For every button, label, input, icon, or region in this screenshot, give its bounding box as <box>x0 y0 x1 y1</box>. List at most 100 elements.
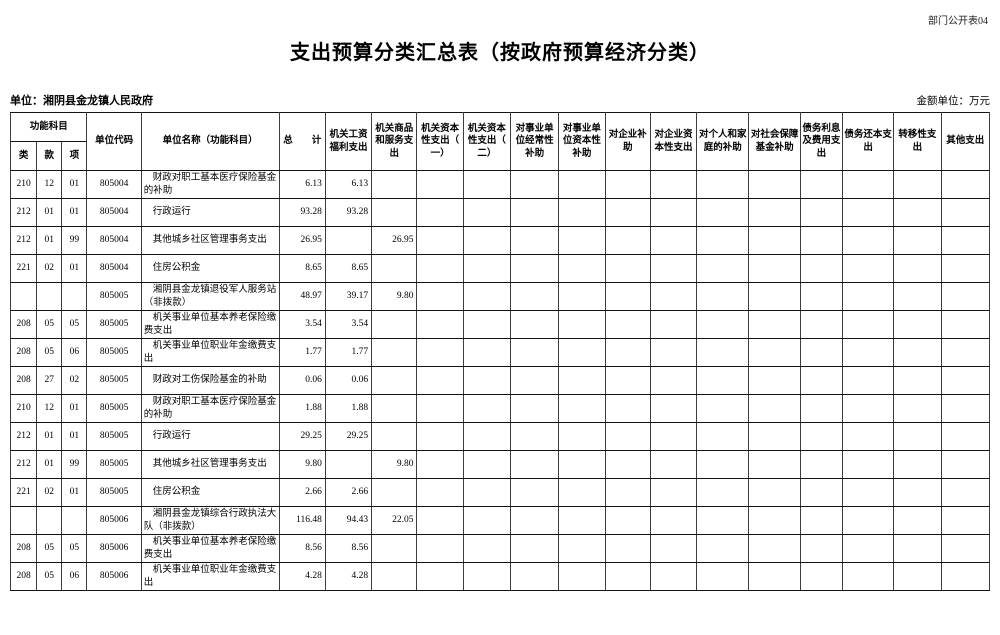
cell-value <box>696 310 750 339</box>
header-value-col: 其他支出 <box>940 112 991 171</box>
cell-value <box>748 450 801 479</box>
cell-value <box>416 534 464 563</box>
cell-class: 221 <box>9 478 38 507</box>
header-value-col: 转移性支出 <box>893 112 942 171</box>
cell-unit-code: 805005 <box>86 422 142 451</box>
cell-value <box>799 282 843 311</box>
cell-value <box>799 562 843 591</box>
table-row: 208 05 06 805005 机关事业单位职业年金缴费支出 1.77 1.77 <box>9 338 991 367</box>
table-row: 210 12 01 805005 财政对职工基本医疗保险基金的补助 1.88 1.88 <box>9 394 991 423</box>
cell-value <box>558 562 606 591</box>
cell-value <box>371 310 418 339</box>
cell-value <box>649 534 698 563</box>
cell-section <box>36 506 63 535</box>
cell-value <box>604 338 651 367</box>
cell-item: 06 <box>61 338 88 367</box>
cell-unit-name: 财政对职工基本医疗保险基金的补助 <box>140 170 280 199</box>
cell-section: 01 <box>36 226 63 255</box>
cell-value <box>799 338 843 367</box>
cell-value <box>558 366 606 395</box>
cell-value: 1.77 <box>324 338 373 367</box>
cell-value <box>604 198 651 227</box>
cell-value <box>940 282 991 311</box>
doc-label: 部门公开表04 <box>928 16 988 27</box>
cell-unit-name: 机关事业单位职业年金缴费支出 <box>140 338 280 367</box>
cell-value <box>416 198 464 227</box>
cell-value <box>696 562 750 591</box>
table-header: 功能科目 单位代码 单位名称（功能科目） 总 计机关工资福利支出 机关商品和服务支… <box>9 112 991 171</box>
cell-value <box>462 198 512 227</box>
cell-value <box>748 310 801 339</box>
cell-section: 02 <box>36 478 63 507</box>
header-value-col: 债务还本支出 <box>841 112 895 171</box>
cell-value <box>509 282 560 311</box>
cell-value <box>324 226 373 255</box>
cell-unit-name: 其他城乡社区管理事务支出 <box>140 450 280 479</box>
cell-value <box>841 366 895 395</box>
cell-value <box>940 506 991 535</box>
cell-item: 01 <box>61 478 88 507</box>
cell-value <box>893 338 942 367</box>
cell-value <box>462 170 512 199</box>
cell-value: 9.80 <box>371 282 418 311</box>
cell-section: 01 <box>36 198 63 227</box>
cell-value <box>462 226 512 255</box>
cell-value <box>649 310 698 339</box>
cell-value <box>940 170 991 199</box>
cell-value: 8.65 <box>278 254 326 283</box>
cell-value <box>893 254 942 283</box>
cell-value <box>604 226 651 255</box>
cell-value <box>748 338 801 367</box>
cell-section: 05 <box>36 562 63 591</box>
cell-value: 8.65 <box>324 254 373 283</box>
cell-value <box>416 226 464 255</box>
cell-item: 01 <box>61 254 88 283</box>
cell-value <box>649 562 698 591</box>
cell-value <box>558 170 606 199</box>
cell-item: 01 <box>61 422 88 451</box>
cell-unit-code: 805005 <box>86 394 142 423</box>
cell-value <box>696 226 750 255</box>
cell-value <box>649 450 698 479</box>
cell-class: 212 <box>9 226 38 255</box>
cell-value <box>558 310 606 339</box>
cell-value <box>604 282 651 311</box>
cell-value <box>371 534 418 563</box>
cell-value <box>558 254 606 283</box>
cell-value <box>462 282 512 311</box>
cell-value <box>649 478 698 507</box>
unit-label: 单位：湘阴县金龙镇人民政府 <box>10 95 153 107</box>
page-title: 支出预算分类汇总表（按政府预算经济分类） <box>290 42 710 64</box>
cell-value <box>841 338 895 367</box>
cell-value <box>324 450 373 479</box>
cell-value <box>696 366 750 395</box>
cell-unit-code: 805005 <box>86 478 142 507</box>
cell-unit-name: 湘阴县金龙镇退役军人服务站（非拨款） <box>140 282 280 311</box>
cell-value <box>558 282 606 311</box>
cell-value <box>893 198 942 227</box>
header-unit-code: 单位代码 <box>86 112 142 171</box>
table-body: 210 12 01 805004 财政对职工基本医疗保险基金的补助 6.13 6.13 212… <box>9 170 991 591</box>
cell-unit-code: 805006 <box>86 534 142 563</box>
cell-class: 210 <box>9 170 38 199</box>
cell-value: 29.25 <box>324 422 373 451</box>
cell-value <box>462 478 512 507</box>
cell-value <box>940 366 991 395</box>
cell-value <box>604 562 651 591</box>
cell-value <box>841 394 895 423</box>
cell-value <box>940 450 991 479</box>
cell-class: 208 <box>9 338 38 367</box>
cell-value <box>604 394 651 423</box>
cell-value <box>462 366 512 395</box>
header-value-col: 总 计 <box>278 112 326 171</box>
cell-value <box>558 506 606 535</box>
cell-value <box>748 198 801 227</box>
cell-value <box>696 282 750 311</box>
header-class: 类 <box>9 141 38 171</box>
cell-value <box>841 282 895 311</box>
cell-value <box>799 422 843 451</box>
cell-section <box>36 282 63 311</box>
cell-value <box>841 170 895 199</box>
cell-value <box>893 394 942 423</box>
table-row: 212 01 99 805005 其他城乡社区管理事务支出 9.80 9.80 <box>9 450 991 479</box>
